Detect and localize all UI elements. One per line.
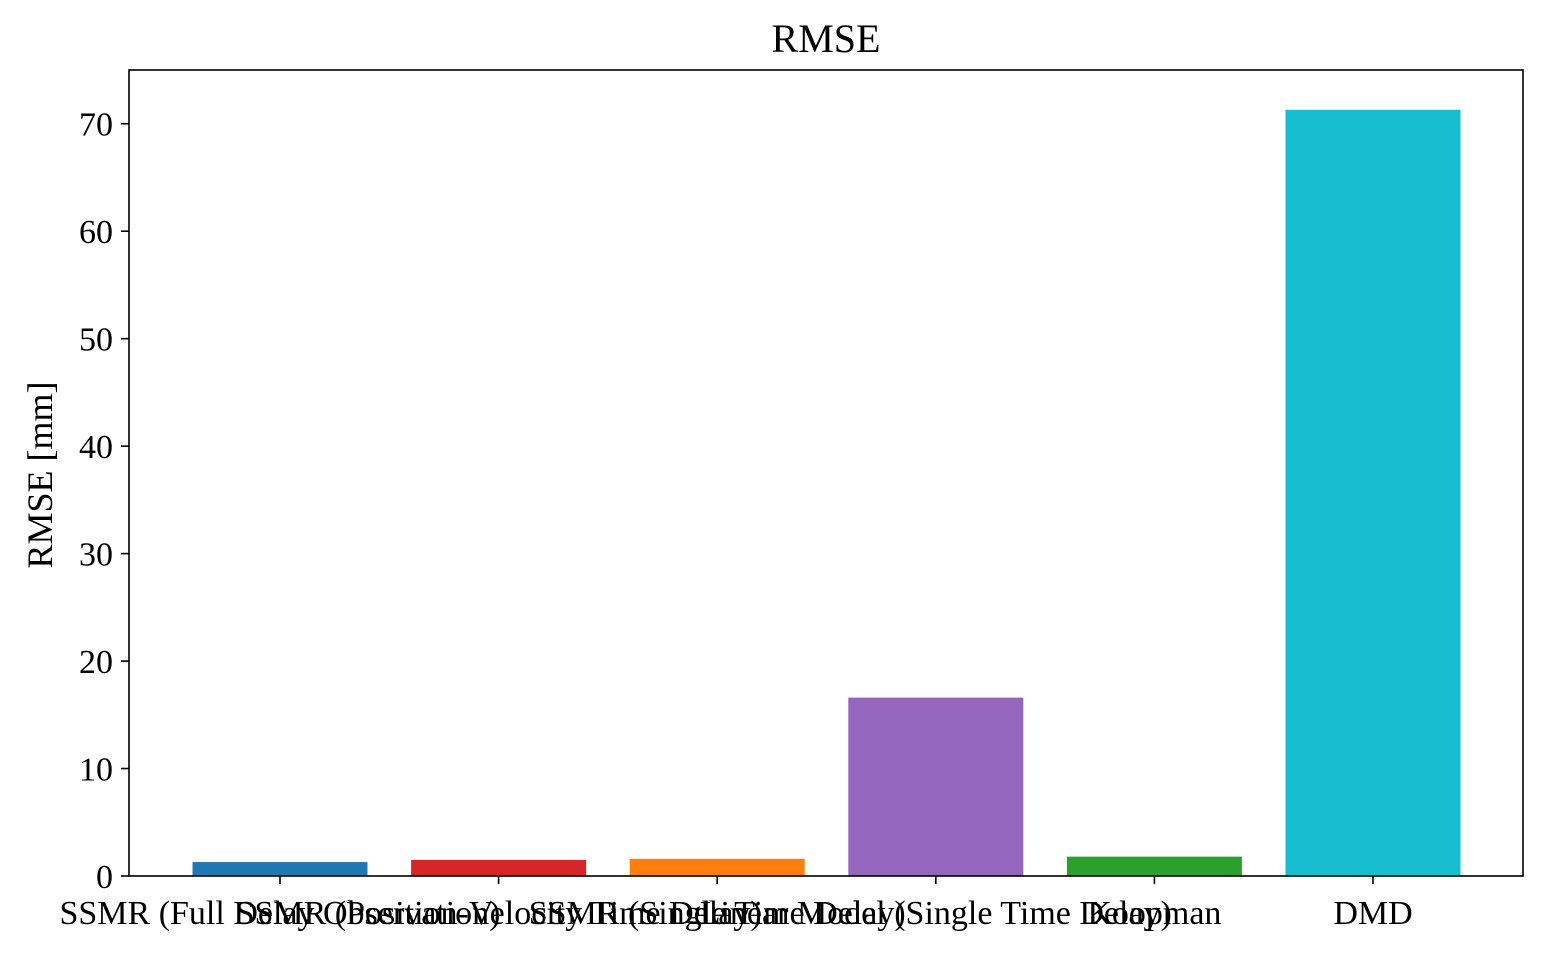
x-axis: SSMR (Full Delay Observation)SSMR (Posit… [59, 876, 1413, 932]
x-tick-label: Koopman [1087, 895, 1221, 932]
y-axis: 0 10 20 30 40 50 60 70 [79, 107, 129, 896]
y-axis-label: RMSE [mm] [20, 381, 60, 568]
x-tick-label: SSMR (Single Time Delay) [529, 895, 906, 932]
y-tick-label: 40 [79, 429, 113, 466]
bars-group [192, 109, 1461, 876]
bar [848, 697, 1024, 876]
y-tick-label: 30 [79, 537, 113, 574]
x-tick-label: DMD [1333, 895, 1412, 932]
y-tick-label: 50 [79, 322, 113, 359]
y-tick-label: 70 [79, 107, 113, 144]
y-tick-label: 0 [96, 859, 113, 896]
bar [1066, 856, 1242, 876]
x-tick-label: Linear Model (Single Time Delay) [700, 895, 1172, 932]
x-tick-label: SSMR (Position-Velocity Time Delay) [236, 895, 762, 932]
chart-title: RMSE [772, 16, 881, 61]
bar [629, 858, 805, 876]
y-tick-label: 20 [79, 644, 113, 681]
plot-frame [128, 69, 1524, 877]
bar [192, 862, 368, 876]
y-tick-label: 10 [79, 752, 113, 789]
x-tick-label: SSMR (Full Delay Observation) [59, 895, 500, 932]
bar [411, 859, 587, 876]
y-tick-label: 60 [79, 214, 113, 251]
bar [1285, 109, 1461, 876]
